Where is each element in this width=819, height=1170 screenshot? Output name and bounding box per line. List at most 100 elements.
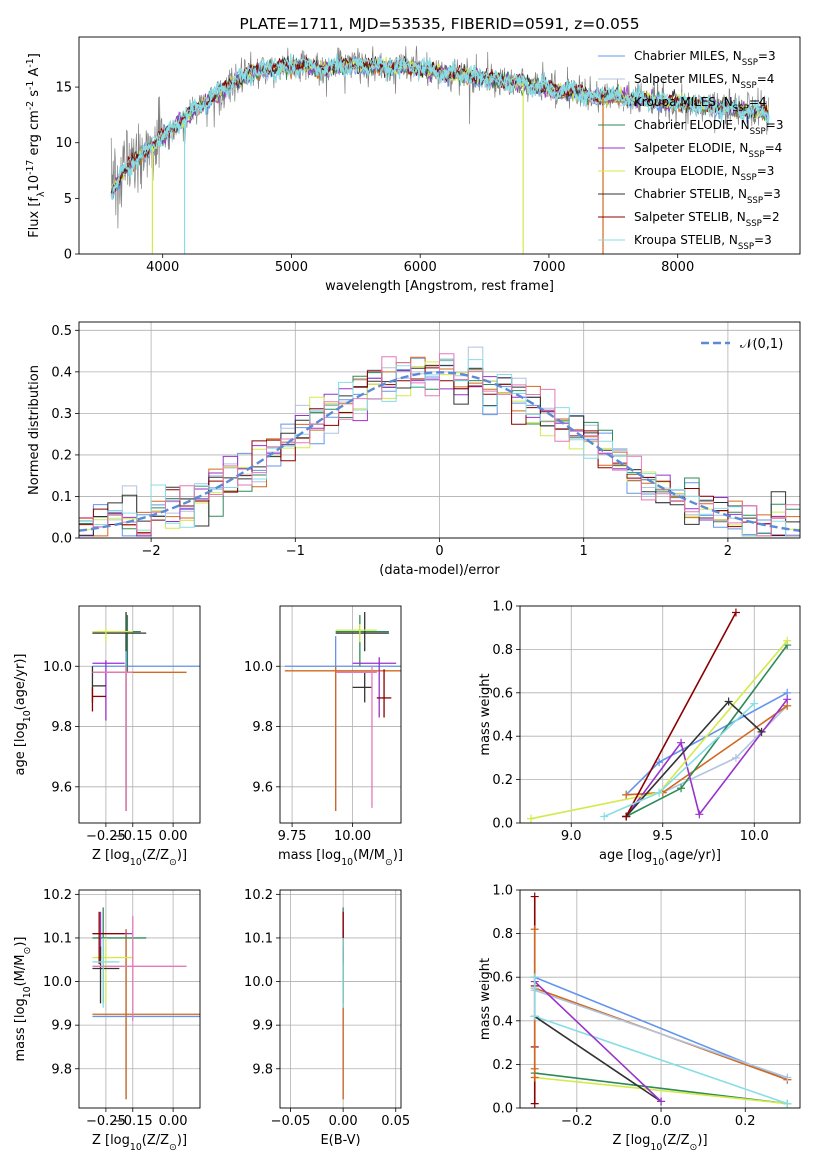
grid bbox=[280, 890, 401, 1108]
legend-label: Chabrier STELIB, NSSP=3 bbox=[634, 187, 781, 206]
x-tick-label: 0 bbox=[435, 544, 443, 559]
y-tick-label: 10.0 bbox=[43, 975, 72, 990]
x-tick-label: 9.75 bbox=[278, 829, 307, 844]
mass-weight-marker bbox=[750, 699, 759, 708]
vertical-marker bbox=[530, 925, 539, 934]
mass-weight-marker bbox=[783, 1073, 792, 1082]
mass-weight-line-kroupa_miles bbox=[626, 705, 788, 796]
mass-weight-line-salpeter_miles bbox=[626, 705, 788, 796]
errorbar-point bbox=[92, 937, 133, 1004]
y-tick-label: 9.9 bbox=[51, 1019, 72, 1034]
x-tick-label: 7000 bbox=[532, 260, 565, 275]
y-tick-label: 10.2 bbox=[244, 888, 273, 903]
y-tick-label: 10.1 bbox=[244, 931, 273, 946]
y-tick-label: 10.1 bbox=[43, 931, 72, 946]
axes-frame bbox=[519, 889, 801, 1109]
y-tick-label: 15 bbox=[55, 81, 72, 96]
x-axis-label: E(B-V) bbox=[320, 1133, 360, 1148]
y-tick-label: 9.6 bbox=[51, 780, 72, 795]
x-tick-label: 0.00 bbox=[329, 1114, 358, 1129]
mass-weight-marker bbox=[655, 758, 664, 767]
errorbar-point bbox=[92, 666, 187, 811]
x-axis-label: (data-model)/error bbox=[379, 563, 500, 578]
axes-mass-weight-vs-Z: −0.2 0.0 0.2 0.0 0.2 0.4 0.6 0.8 1.0 Z [log10(Z/Z… bbox=[478, 884, 801, 1153]
y-tick-label: 0.5 bbox=[51, 324, 72, 339]
legend-label: Salpeter MILES, NSSP=4 bbox=[634, 72, 774, 91]
x-tick-label: 0.00 bbox=[159, 829, 188, 844]
mass-weight-line-chabrier_stelib bbox=[534, 1015, 662, 1103]
y-tick-label: 9.9 bbox=[252, 1019, 273, 1034]
x-tick-label: 0.2 bbox=[735, 1114, 756, 1129]
x-tick-label: 0.0 bbox=[651, 1114, 672, 1129]
x-tick-label: 0.05 bbox=[381, 1114, 410, 1129]
y-tick-label: 0.0 bbox=[51, 532, 72, 547]
plot-area bbox=[110, 45, 770, 254]
grid bbox=[79, 890, 200, 1108]
mass-weight-marker bbox=[677, 738, 686, 747]
mass-weight-marker bbox=[783, 695, 792, 704]
mass-weight-marker bbox=[731, 753, 740, 762]
y-tick-label: 0.2 bbox=[492, 773, 513, 788]
mass-weight-marker bbox=[677, 784, 686, 793]
mass-weight-marker bbox=[783, 1099, 792, 1108]
legend-label: Kroupa ELODIE, NSSP=3 bbox=[634, 164, 774, 183]
y-axis-label: mass weight bbox=[478, 673, 493, 755]
y-tick-label: 0.6 bbox=[492, 686, 513, 701]
x-tick-label: −0.2 bbox=[561, 1114, 593, 1129]
axes-age-vs-Z: −0.25−0.15 0.00 9.6 9.8 10.0 Z [log10(Z/Z⊙)] a… bbox=[13, 605, 201, 868]
legend-label: Chabrier MILES, NSSP=3 bbox=[634, 49, 776, 68]
errorbar-point bbox=[352, 657, 397, 718]
plot-area bbox=[92, 907, 200, 1100]
y-tick-label: 0.6 bbox=[492, 971, 513, 986]
axes-frame bbox=[279, 605, 402, 824]
vertical-marker bbox=[530, 1073, 539, 1082]
gaussian-curve bbox=[79, 371, 800, 532]
errorbar-point bbox=[376, 669, 392, 718]
x-tick-label: 8000 bbox=[661, 260, 694, 275]
y-tick-label: 10.0 bbox=[244, 660, 273, 675]
x-tick-label: 2 bbox=[724, 544, 732, 559]
vertical-marker bbox=[530, 1099, 539, 1108]
x-tick-label: −0.05 bbox=[271, 1114, 311, 1129]
y-tick-label: 9.8 bbox=[252, 720, 273, 735]
axes-frame bbox=[279, 889, 402, 1109]
x-axis-label: wavelength [Angstrom, rest frame] bbox=[325, 279, 554, 294]
mass-weight-marker bbox=[731, 608, 740, 617]
errorbar-point bbox=[92, 916, 187, 1021]
errorbar-point bbox=[91, 687, 106, 712]
axes-mass-vs-EBV: −0.05 0.00 0.05 9.8 9.9 10.0 10.1 10.2 E(B-V) bbox=[244, 888, 410, 1148]
y-axis-label: mass [log10(M/M⊙)] bbox=[13, 937, 33, 1062]
x-tick-label: −0.15 bbox=[113, 829, 153, 844]
errorbar-point bbox=[92, 911, 125, 965]
y-axis-label: age [log10(age/yr)] bbox=[13, 654, 33, 776]
axes-frame bbox=[519, 605, 801, 824]
x-tick-label: 4000 bbox=[146, 260, 179, 275]
legend-label: Kroupa MILES, NSSP=4 bbox=[634, 95, 767, 114]
x-axis-label: Z [log10(Z/Z⊙)] bbox=[92, 1133, 187, 1153]
axes-residuals: −2 −1 0 1 2 0.0 0.1 0.2 0.3 0.4 0.5 (data-model)/er… bbox=[27, 321, 801, 578]
y-tick-label: 0 bbox=[64, 248, 72, 263]
errorbar-point bbox=[284, 636, 401, 811]
mass-weight-marker bbox=[695, 810, 704, 819]
y-tick-label: 9.8 bbox=[252, 1062, 273, 1077]
axes-frame bbox=[78, 605, 201, 824]
x-tick-label: −0.25 bbox=[86, 829, 126, 844]
grid bbox=[280, 606, 401, 823]
legend-label: Kroupa STELIB, NSSP=3 bbox=[634, 233, 772, 252]
mass-weight-line-kroupa_elodie bbox=[534, 1076, 788, 1105]
mass-weight-marker bbox=[657, 1097, 666, 1106]
mass-weight-marker bbox=[622, 812, 631, 821]
y-tick-label: 0.2 bbox=[492, 1058, 513, 1073]
x-tick-label: 10.0 bbox=[740, 829, 769, 844]
y-tick-label: 9.8 bbox=[51, 1062, 72, 1077]
x-tick-label: 9.5 bbox=[652, 829, 673, 844]
errorbar-point bbox=[92, 636, 200, 811]
legend-label: Chabrier ELODIE, NSSP=3 bbox=[634, 118, 783, 137]
legend-label: Salpeter STELIB, NSSP=2 bbox=[634, 210, 780, 229]
mass-weight-marker bbox=[783, 636, 792, 645]
errorbar-point bbox=[335, 615, 389, 667]
x-tick-label: −0.25 bbox=[86, 1114, 126, 1129]
vertical-marker bbox=[530, 1064, 539, 1073]
plot-area bbox=[91, 612, 200, 811]
